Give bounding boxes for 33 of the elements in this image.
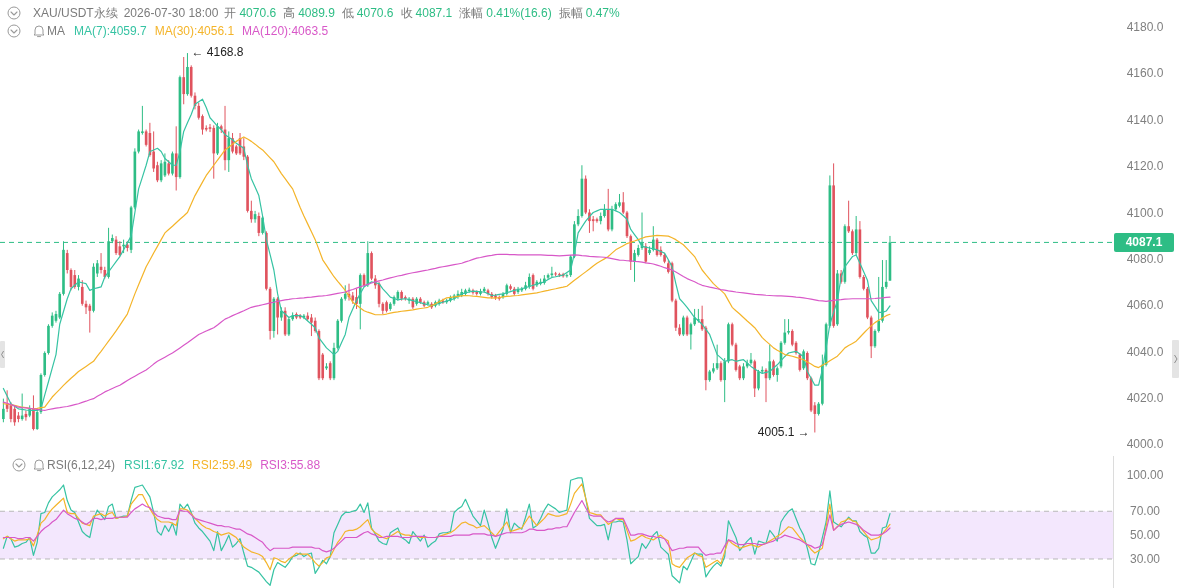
annotation: 开 4070.6 xyxy=(224,6,277,20)
legend-label: MA(7):4059.7 xyxy=(74,24,147,38)
annotation: 振幅 0.47% xyxy=(558,6,620,20)
annotation: 涨幅 0.41%(16.6) xyxy=(459,6,552,20)
y-tick-label: 100.00 xyxy=(1126,468,1164,483)
legend-label: RSI3:55.88 xyxy=(260,458,321,472)
chart-title: XAU/USDT永续 xyxy=(33,6,118,20)
y-tick-label: 30.00 xyxy=(1129,552,1161,566)
legend-label: RSI2:59.49 xyxy=(192,458,253,472)
y-tick-label: 4140.0 xyxy=(1126,112,1164,127)
y-tick-label: 4040.0 xyxy=(1126,344,1164,359)
legend-label: MA(120):4063.5 xyxy=(242,24,329,38)
text: 4087.1 xyxy=(1125,235,1163,250)
y-tick-label: 4120.0 xyxy=(1126,159,1164,174)
annotation: 收 4087.1 xyxy=(400,6,453,20)
y-tick-label: 4060.0 xyxy=(1126,298,1164,313)
legend-title: RSI(6,12,24) xyxy=(47,458,116,472)
annotation: 高 4089.9 xyxy=(283,6,335,20)
y-tick-label: 70.00 xyxy=(1129,504,1161,519)
chart-subtitle: 2026-07-30 18:00 xyxy=(123,6,219,20)
annotation: 4005.1 → xyxy=(757,425,810,440)
annotation: 低 4070.6 xyxy=(341,6,394,20)
y-tick-label: 4160.0 xyxy=(1126,66,1164,81)
legend-title: MA xyxy=(47,24,65,38)
legend-label: RSI1:67.92 xyxy=(124,458,185,472)
y-tick-label: 4100.0 xyxy=(1126,205,1164,220)
y-tick-label: 4000.0 xyxy=(1126,437,1164,452)
y-tick-label: 4180.0 xyxy=(1126,20,1164,35)
y-tick-label: 50.00 xyxy=(1129,528,1161,543)
y-tick-label: 4080.0 xyxy=(1126,251,1164,266)
y-tick-label: 4020.0 xyxy=(1126,390,1164,405)
annotation: ← 4168.8 xyxy=(191,45,244,60)
legend-label: MA(30):4056.1 xyxy=(154,24,235,38)
